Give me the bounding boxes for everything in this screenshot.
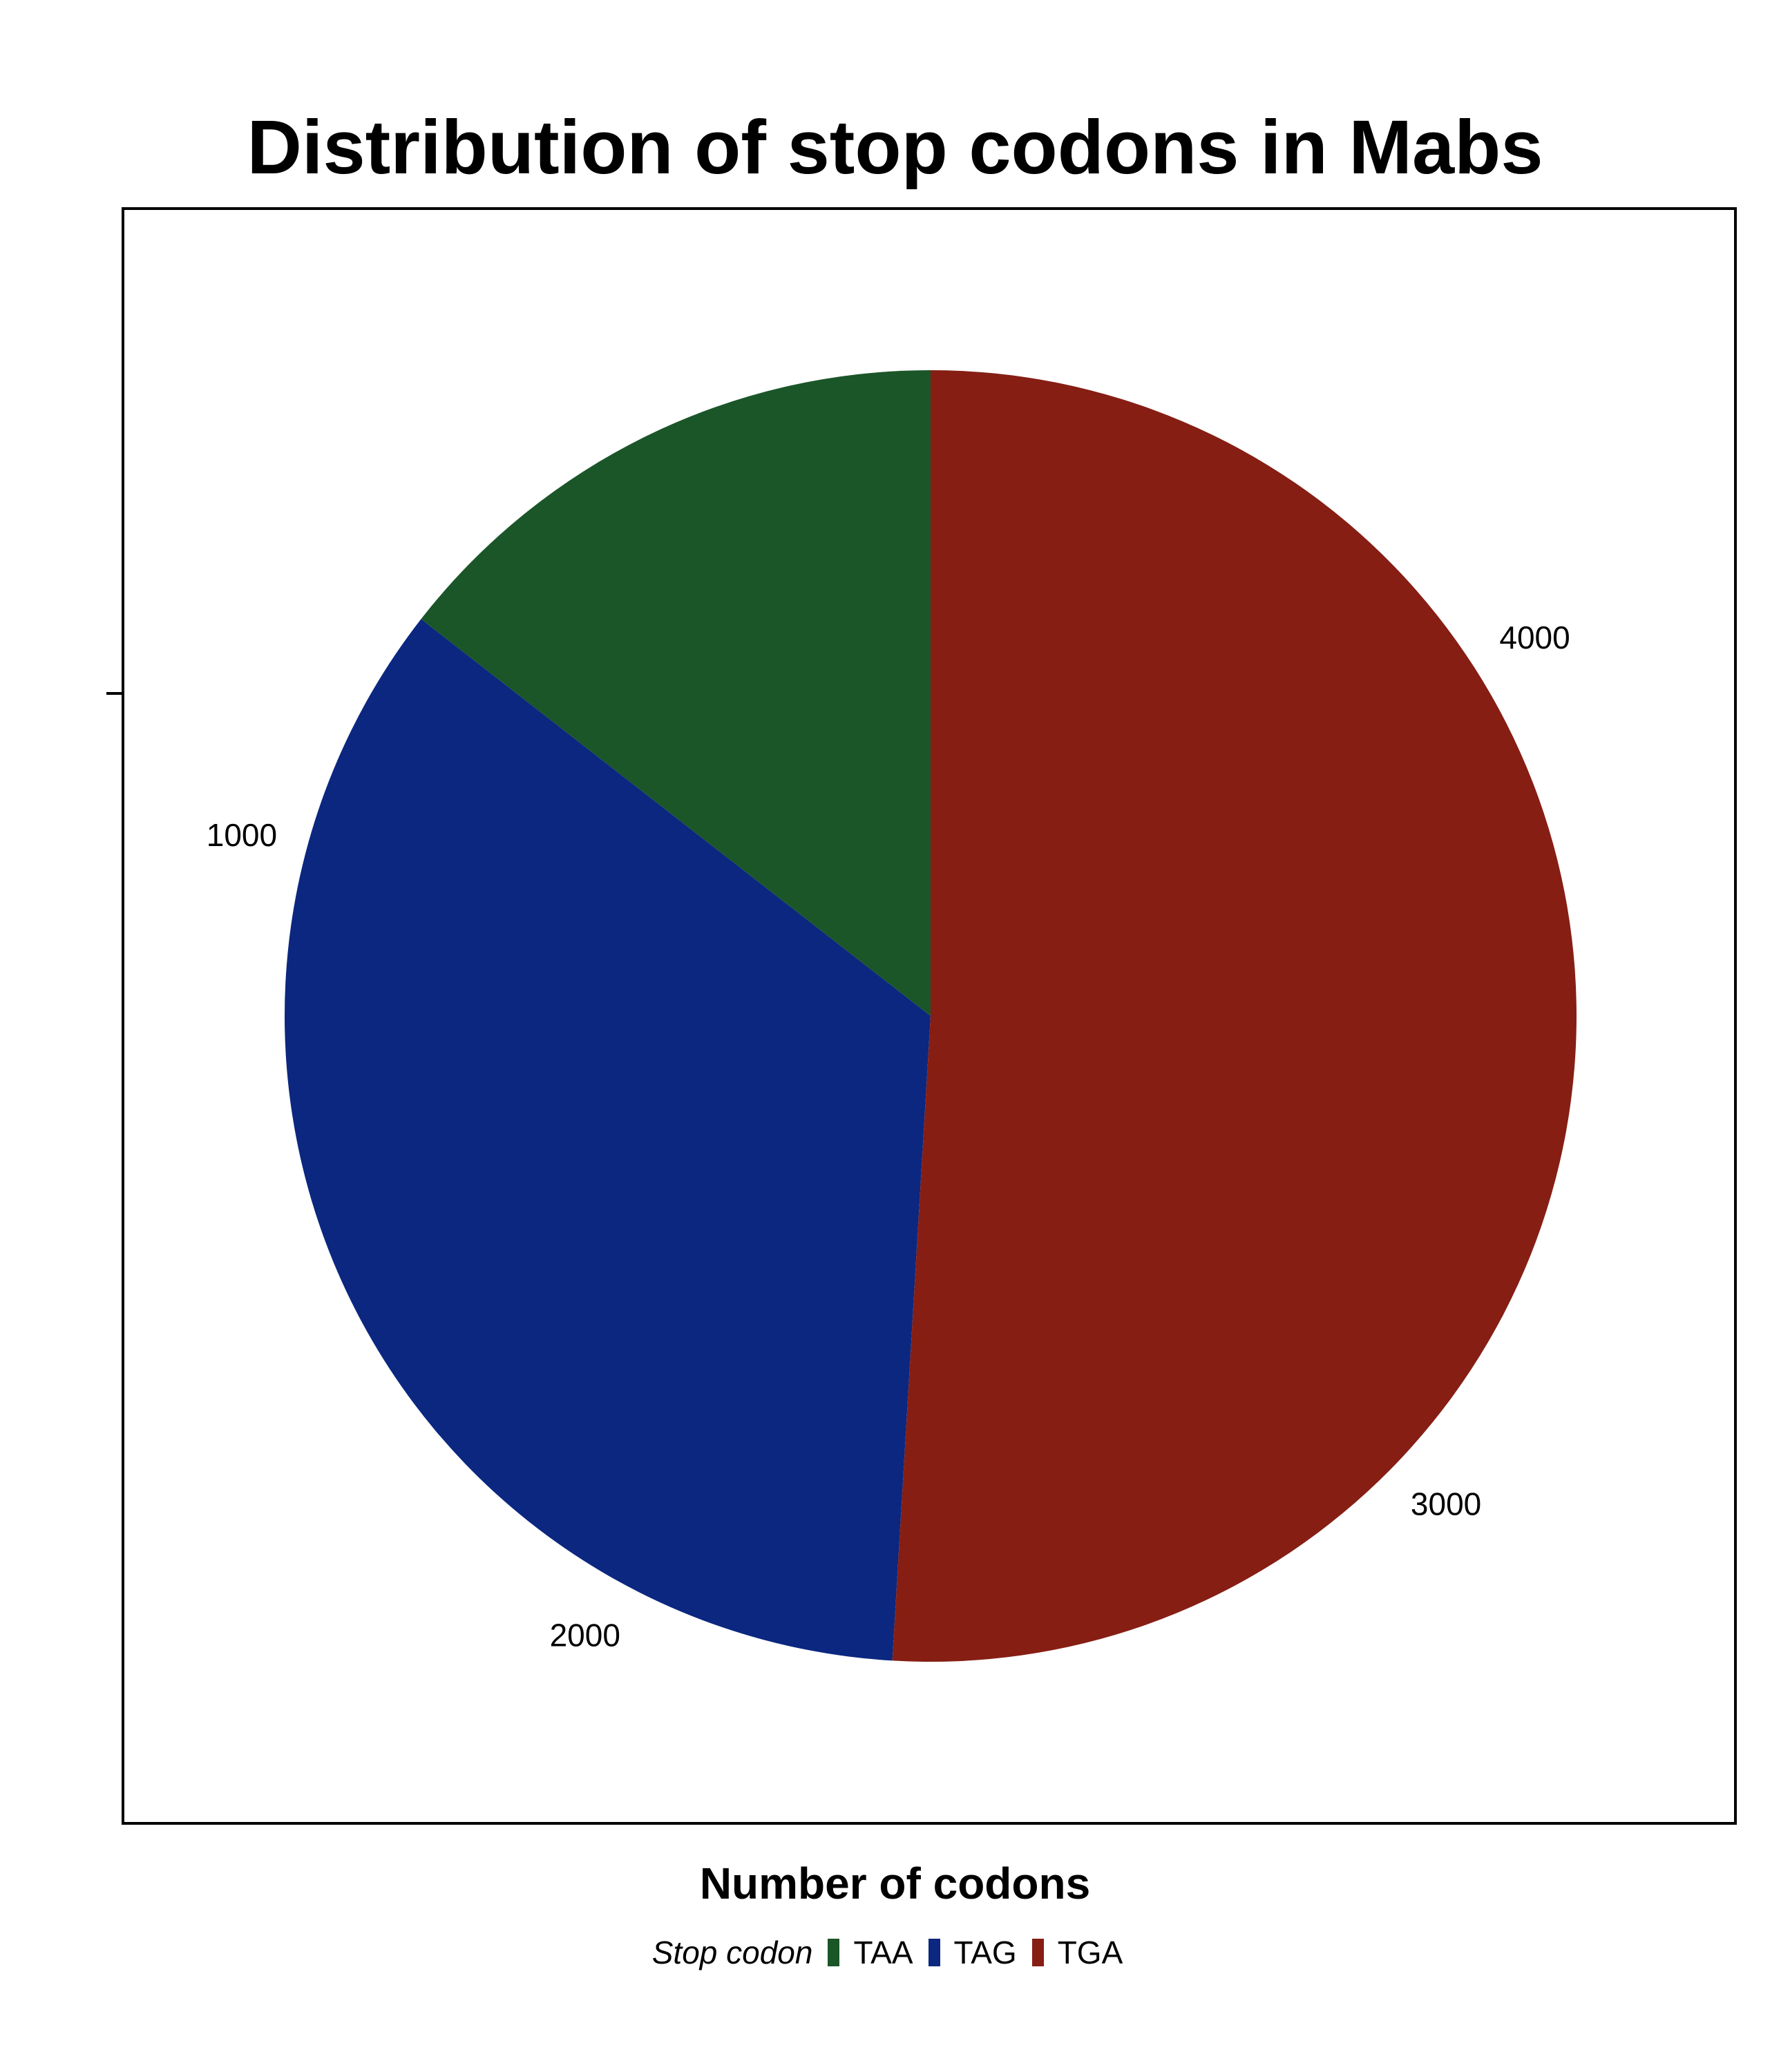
legend-label: TAG: [953, 1935, 1017, 1970]
legend-title: Stop codon: [651, 1935, 813, 1970]
pie-tick-labels: 1000 2000 3000 4000: [207, 620, 1570, 1653]
chart-title: Distribution of stop codons in Mabs: [247, 105, 1543, 190]
legend: Stop codon TAA TAG TGA: [0, 1934, 1790, 1971]
pie-slice-taa: [421, 370, 931, 1016]
x-axis-label: Number of codons: [699, 1859, 1091, 1908]
legend-label: TGA: [1057, 1935, 1123, 1970]
legend-item-taa: TAA: [828, 1934, 913, 1971]
pie-slice-tga: [892, 370, 1577, 1662]
pie-slice-tag: [285, 619, 931, 1661]
pie-tick-label: 2000: [550, 1618, 620, 1653]
legend-swatch: [1031, 1939, 1044, 1966]
legend-swatch: [828, 1939, 840, 1966]
pie-tick-label: 3000: [1411, 1486, 1481, 1522]
plot-border: [122, 207, 1737, 1825]
pie-tick-label: 4000: [1499, 620, 1570, 655]
legend-swatch: [928, 1939, 940, 1966]
plot-panel: [106, 207, 1737, 1825]
legend-item-tag: TAG: [928, 1934, 1017, 1971]
pie-slices: [285, 370, 1577, 1662]
legend-label: TAA: [853, 1935, 913, 1970]
legend-item-tga: TGA: [1031, 1934, 1123, 1971]
pie-tick-label: 1000: [207, 817, 277, 853]
